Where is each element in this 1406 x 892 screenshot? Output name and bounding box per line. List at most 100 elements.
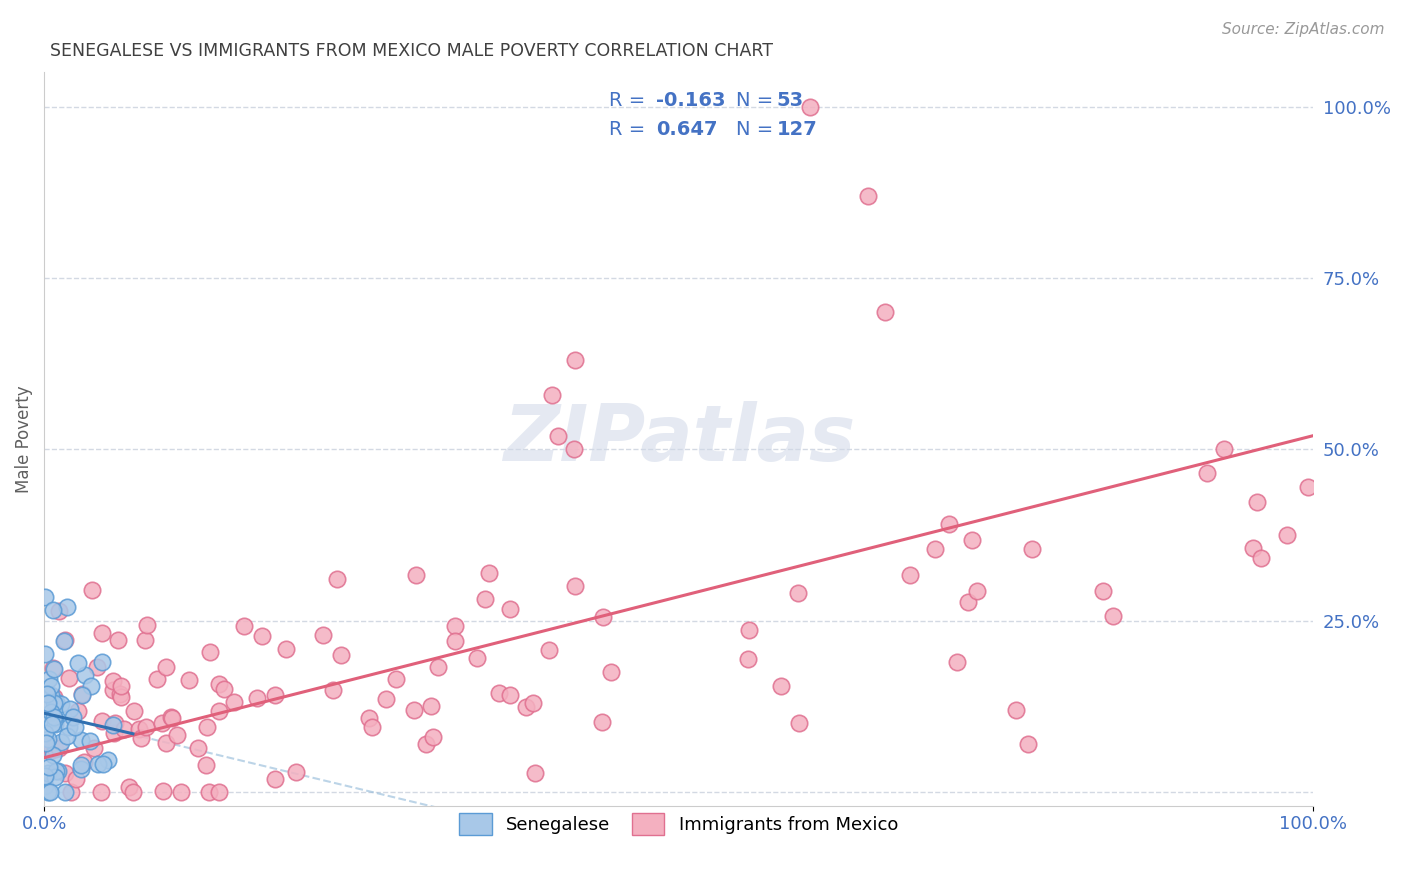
Point bbox=[128, 722, 150, 736]
Point bbox=[515, 700, 537, 714]
Point bbox=[385, 672, 408, 686]
Legend: Senegalese, Immigrants from Mexico: Senegalese, Immigrants from Mexico bbox=[450, 805, 907, 845]
Point bbox=[34, 769, 56, 783]
Point bbox=[73, 755, 96, 769]
Point bbox=[195, 720, 218, 734]
Point bbox=[37, 732, 59, 747]
Point bbox=[90, 785, 112, 799]
Point bbox=[41, 742, 63, 756]
Point bbox=[91, 626, 114, 640]
Point bbox=[208, 785, 231, 799]
Point bbox=[38, 739, 60, 753]
Point bbox=[103, 726, 125, 740]
Point bbox=[45, 695, 67, 709]
Point bbox=[80, 679, 103, 693]
Point bbox=[374, 692, 396, 706]
Text: -0.163: -0.163 bbox=[655, 91, 725, 110]
Point bbox=[562, 442, 585, 457]
Point bbox=[166, 728, 188, 742]
Text: R =: R = bbox=[609, 91, 651, 110]
Point bbox=[155, 660, 177, 674]
Point bbox=[1102, 609, 1125, 624]
Point bbox=[224, 695, 246, 709]
Point bbox=[37, 766, 59, 780]
Point bbox=[1241, 541, 1264, 556]
Point bbox=[110, 690, 132, 705]
Point bbox=[118, 780, 141, 794]
Point bbox=[34, 726, 56, 740]
Point bbox=[737, 652, 759, 666]
Point bbox=[91, 714, 114, 729]
Point bbox=[488, 686, 510, 700]
Point bbox=[53, 633, 76, 648]
Point bbox=[938, 517, 960, 532]
Point bbox=[898, 567, 921, 582]
Point bbox=[67, 704, 90, 718]
Point bbox=[322, 683, 344, 698]
Point bbox=[51, 735, 73, 749]
Point bbox=[41, 689, 63, 703]
Point bbox=[1246, 495, 1268, 509]
Point bbox=[121, 785, 143, 799]
Point bbox=[42, 748, 65, 763]
Point bbox=[564, 353, 586, 368]
Point bbox=[107, 632, 129, 647]
Point bbox=[56, 729, 79, 743]
Point bbox=[787, 586, 810, 600]
Y-axis label: Male Poverty: Male Poverty bbox=[15, 385, 32, 493]
Point bbox=[55, 765, 77, 780]
Point bbox=[135, 720, 157, 734]
Point bbox=[62, 709, 84, 723]
Point bbox=[946, 655, 969, 669]
Point bbox=[44, 690, 66, 704]
Point bbox=[1250, 550, 1272, 565]
Point bbox=[326, 572, 349, 586]
Point bbox=[465, 651, 488, 665]
Point bbox=[600, 665, 623, 679]
Point bbox=[537, 643, 560, 657]
Point bbox=[42, 603, 65, 617]
Text: N =: N = bbox=[735, 91, 779, 110]
Point bbox=[146, 672, 169, 686]
Point bbox=[198, 785, 221, 799]
Point bbox=[524, 765, 547, 780]
Point bbox=[1277, 528, 1299, 542]
Text: 53: 53 bbox=[776, 91, 804, 110]
Point bbox=[45, 764, 67, 778]
Point bbox=[1021, 541, 1043, 556]
Point bbox=[79, 734, 101, 748]
Point bbox=[101, 682, 124, 697]
Point bbox=[112, 723, 135, 737]
Point bbox=[37, 696, 59, 710]
Point bbox=[80, 582, 103, 597]
Point bbox=[44, 717, 66, 731]
Point bbox=[44, 742, 66, 756]
Point bbox=[39, 706, 62, 720]
Text: R =: R = bbox=[609, 120, 651, 139]
Point bbox=[474, 592, 496, 607]
Text: 127: 127 bbox=[776, 120, 817, 139]
Point bbox=[108, 687, 131, 701]
Text: 0.647: 0.647 bbox=[655, 120, 717, 139]
Point bbox=[42, 710, 65, 724]
Point bbox=[122, 704, 145, 718]
Point bbox=[1017, 737, 1039, 751]
Point bbox=[1091, 584, 1114, 599]
Text: ZIPatlas: ZIPatlas bbox=[502, 401, 855, 477]
Point bbox=[56, 599, 79, 614]
Point bbox=[592, 610, 614, 624]
Point bbox=[415, 737, 437, 751]
Point bbox=[58, 720, 80, 734]
Point bbox=[103, 718, 125, 732]
Point bbox=[65, 772, 87, 786]
Point bbox=[60, 785, 83, 799]
Point bbox=[86, 660, 108, 674]
Point bbox=[53, 785, 76, 799]
Point bbox=[39, 679, 62, 693]
Point bbox=[957, 595, 980, 609]
Point bbox=[44, 662, 66, 676]
Point bbox=[1213, 442, 1236, 457]
Point bbox=[960, 533, 983, 547]
Point bbox=[312, 628, 335, 642]
Point bbox=[787, 716, 810, 731]
